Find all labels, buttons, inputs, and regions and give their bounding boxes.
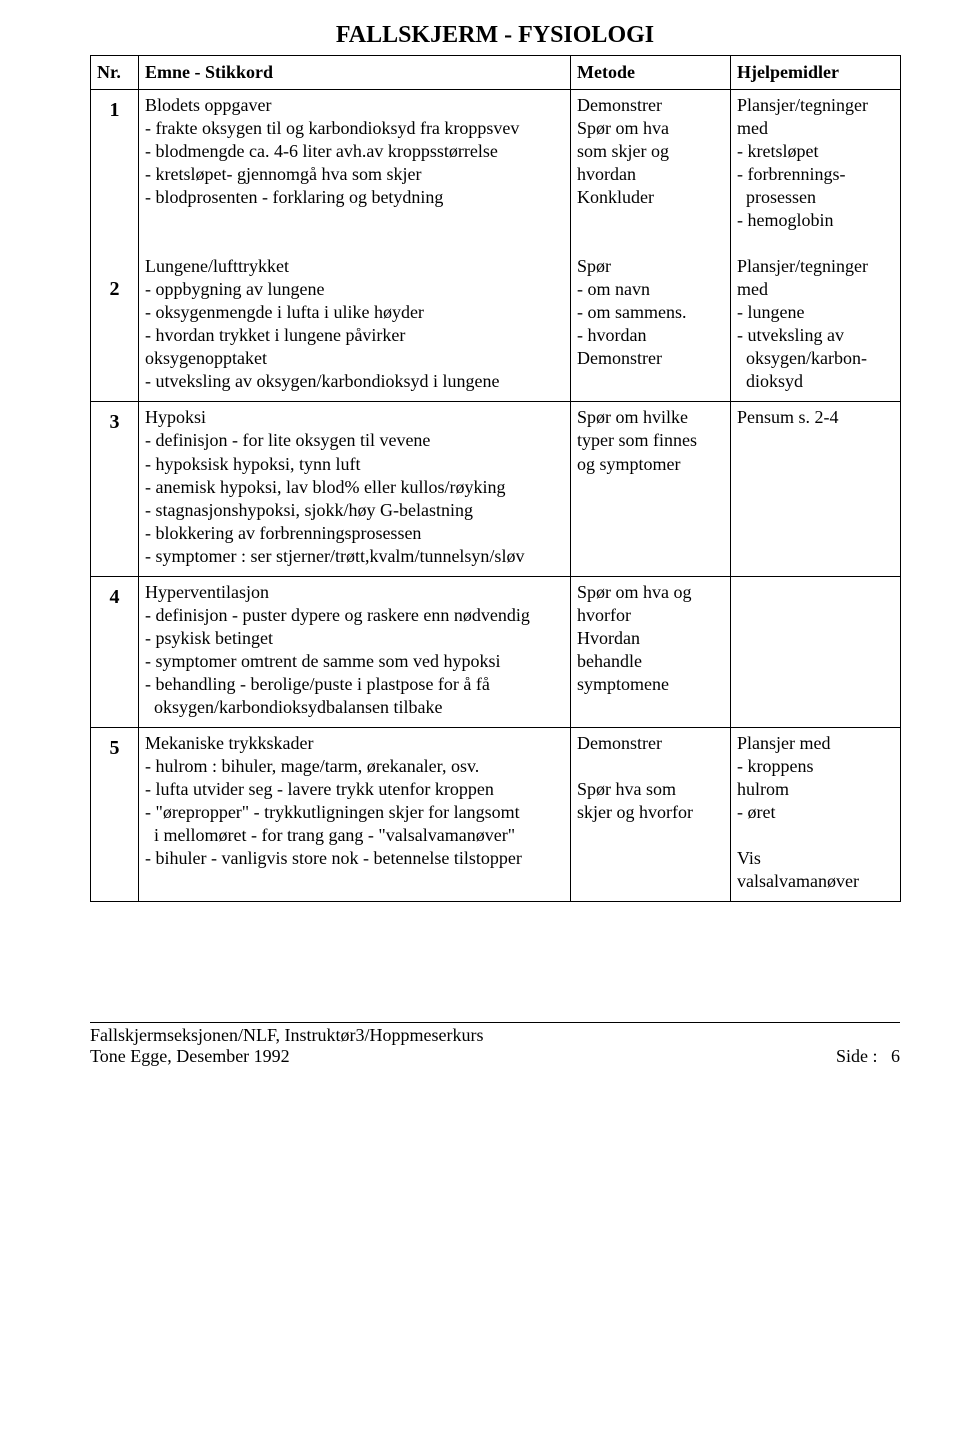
cell-emne: Hypoksi - definisjon - for lite oksygen … xyxy=(139,402,571,576)
footer-row-2: Tone Egge, Desember 1992 Side : 6 xyxy=(90,1046,900,1067)
footer-page: Side : 6 xyxy=(836,1046,900,1067)
cell-hjelp: Plansjer med - kroppens hulrom - øret Vi… xyxy=(731,727,901,901)
cell-emne: Blodets oppgaver - frakte oksygen til og… xyxy=(139,90,571,402)
table-row: 3 Hypoksi - definisjon - for lite oksyge… xyxy=(91,402,901,576)
footer-row-1: Fallskjermseksjonen/NLF, Instruktør3/Hop… xyxy=(90,1025,900,1046)
page-title: FALLSKJERM - FYSIOLOGI xyxy=(90,22,900,49)
page: FALLSKJERM - FYSIOLOGI Nr. Emne - Stikko… xyxy=(0,0,960,1107)
table-row: 5 Mekaniske trykkskader - hulrom : bihul… xyxy=(91,727,901,901)
cell-hjelp xyxy=(731,576,901,727)
cell-nr: 4 xyxy=(91,576,139,727)
table-row: 4 Hyperventilasjon - definisjon - puster… xyxy=(91,576,901,727)
col-nr: Nr. xyxy=(91,56,139,90)
cell-nr: 1 2 xyxy=(91,90,139,402)
cell-metode: Spør om hvilke typer som finnes og sympt… xyxy=(571,402,731,576)
cell-hjelp: Pensum s. 2-4 xyxy=(731,402,901,576)
cell-emne: Hyperventilasjon - definisjon - puster d… xyxy=(139,576,571,727)
footer-org: Fallskjermseksjonen/NLF, Instruktør3/Hop… xyxy=(90,1025,484,1046)
footer-author: Tone Egge, Desember 1992 xyxy=(90,1046,290,1067)
col-emne: Emne - Stikkord xyxy=(139,56,571,90)
footer: Fallskjermseksjonen/NLF, Instruktør3/Hop… xyxy=(90,1022,900,1067)
table-row: 1 2 Blodets oppgaver - frakte oksygen ti… xyxy=(91,90,901,402)
cell-nr: 3 xyxy=(91,402,139,576)
cell-hjelp: Plansjer/tegninger med - kretsløpet - fo… xyxy=(731,90,901,402)
cell-nr: 5 xyxy=(91,727,139,901)
col-metode: Metode xyxy=(571,56,731,90)
cell-emne: Mekaniske trykkskader - hulrom : bihuler… xyxy=(139,727,571,901)
cell-metode: Spør om hva og hvorfor Hvordan behandle … xyxy=(571,576,731,727)
table-header-row: Nr. Emne - Stikkord Metode Hjelpemidler xyxy=(91,56,901,90)
content-table: Nr. Emne - Stikkord Metode Hjelpemidler … xyxy=(90,55,901,902)
cell-metode: Demonstrer Spør hva som skjer og hvorfor xyxy=(571,727,731,901)
cell-metode: Demonstrer Spør om hva som skjer og hvor… xyxy=(571,90,731,402)
footer-rule xyxy=(90,1022,900,1023)
col-hjelp: Hjelpemidler xyxy=(731,56,901,90)
